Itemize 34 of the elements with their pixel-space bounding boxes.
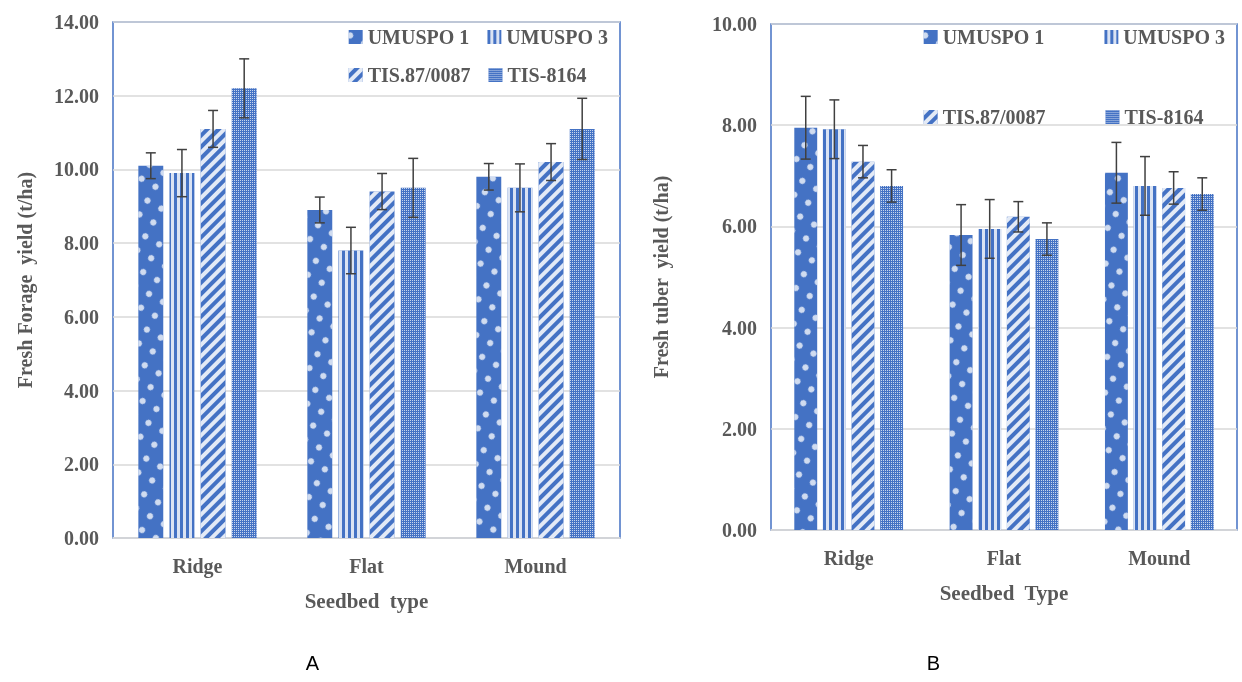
x-tick-label: Mound [504, 555, 567, 577]
x-tick-label: Flat [986, 547, 1022, 569]
y-tick-label: 4.00 [722, 316, 757, 339]
y-tick-label: 10.00 [712, 13, 757, 35]
legend-label: TIS.87/0087 [942, 106, 1046, 128]
text: B [925, 652, 942, 675]
x-tick-label: Mound [1128, 547, 1191, 569]
y-tick-label: 0.00 [64, 527, 99, 549]
legend-label: TIS-8164 [1124, 106, 1204, 128]
y-tick-label: 0.00 [722, 519, 757, 541]
y-tick-label: 14.00 [54, 11, 99, 33]
x-tick-label: Flat [349, 555, 385, 577]
y-axis-title: Fresh tuber yield (t/ha) [650, 175, 673, 379]
y-tick-label: 4.00 [64, 379, 99, 402]
y-tick-label: 2.00 [722, 417, 757, 440]
y-tick-label: 10.00 [54, 158, 99, 181]
y-tick-label: 6.00 [64, 305, 99, 328]
y-tick-label: 6.00 [722, 215, 757, 238]
legend-label: UMUSPO 3 [1123, 26, 1226, 48]
y-tick-label: 2.00 [64, 453, 99, 476]
x-tick-label: Ridge [823, 547, 874, 570]
legend-label: UMUSPO 1 [367, 26, 470, 48]
y-tick-label: 12.00 [54, 84, 99, 107]
x-axis-title: Seedbed Type [939, 580, 1069, 605]
text: A [304, 652, 321, 675]
y-tick-label: 8.00 [722, 114, 757, 137]
y-axis-title: Fresh Forage yield (t/ha) [14, 171, 37, 389]
legend-label: UMUSPO 3 [506, 26, 609, 48]
legend-label: TIS-8164 [507, 64, 587, 86]
y-tick-label: 8.00 [64, 232, 99, 255]
legend-label: TIS.87/0087 [367, 64, 471, 86]
x-axis-title: Seedbed type [304, 588, 429, 613]
x-tick-label: Ridge [172, 555, 223, 578]
legend-label: UMUSPO 1 [942, 26, 1045, 48]
